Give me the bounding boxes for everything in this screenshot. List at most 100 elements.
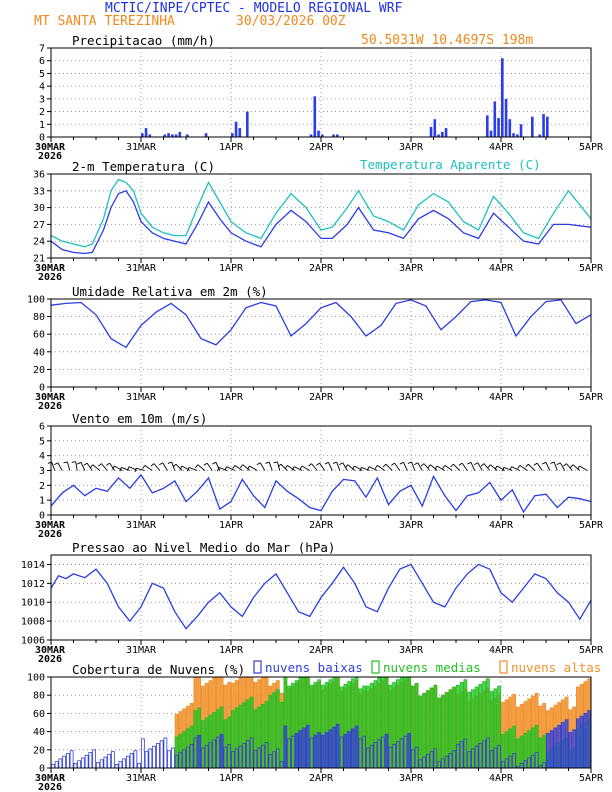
wind-barb xyxy=(423,463,431,471)
cloud-bar-low xyxy=(69,750,74,769)
cloud-bar-mid xyxy=(395,679,400,769)
wind-barb xyxy=(181,465,190,471)
x-tick-label: 2APR xyxy=(309,520,334,531)
wind-barb-flag xyxy=(502,467,505,472)
wind-barb xyxy=(259,462,266,471)
cloud-bar-mid xyxy=(516,738,520,769)
wind-barb-flag xyxy=(308,463,312,467)
cloud-bar-mid xyxy=(365,685,370,769)
x-tick-label: 4APR xyxy=(489,520,514,531)
wind-barb-flag xyxy=(265,461,270,464)
x-tick-label: 3APR xyxy=(399,773,424,784)
cloud-bar-low xyxy=(564,719,569,769)
wind-barb-flag xyxy=(256,462,261,466)
cloud-bar-mid xyxy=(482,681,486,769)
precip-bar xyxy=(542,114,545,137)
wind-barb-flag xyxy=(232,465,236,469)
y-tick-label: 1006 xyxy=(21,636,45,647)
wind-barb xyxy=(342,462,348,471)
wind-barb xyxy=(559,462,566,471)
cloud-bar-low xyxy=(317,732,321,769)
x-tick-label: 3APR xyxy=(399,392,424,403)
x-tick-label: 2APR xyxy=(309,392,334,403)
cloud-bar-mid xyxy=(512,725,517,769)
wind-barb xyxy=(287,464,296,471)
cloud-bar-mid xyxy=(489,691,494,769)
cloud-bar-low xyxy=(126,755,130,769)
y-tick-label: 1 xyxy=(39,120,45,131)
wind-barb-flag xyxy=(366,466,370,471)
cloud-bar-mid xyxy=(410,685,415,769)
x-tick-label: 30MAR xyxy=(35,263,66,274)
precip-bar xyxy=(486,115,489,137)
y-tick-label: 60 xyxy=(33,330,45,341)
cloud-bar-mid xyxy=(455,684,460,769)
cloud-bar-mid xyxy=(493,688,498,769)
y-tick-label: 40 xyxy=(33,727,45,738)
panel-title-clouds: Cobertura de Nuvens (%) xyxy=(72,662,245,677)
precip-bar xyxy=(519,124,523,137)
cloud-bar-mid xyxy=(440,694,445,769)
wind-barb-flag xyxy=(89,464,94,469)
cloud-bar-mid xyxy=(392,682,396,769)
cloud-bar-mid xyxy=(215,709,220,769)
precip-bar xyxy=(321,134,324,137)
series-line-humidity-0 xyxy=(50,299,592,349)
cloud-bar-low xyxy=(66,753,70,769)
precip-bar xyxy=(141,133,144,137)
cloud-bar-low xyxy=(294,733,299,769)
cloud-bar-mid xyxy=(467,692,471,769)
cloud-bar-low xyxy=(572,729,577,769)
y-tick-label: 80 xyxy=(33,691,45,702)
x-tick-label: 1APR xyxy=(219,520,244,531)
cloud-bar-low xyxy=(54,761,59,769)
cloud-bar-low xyxy=(568,732,573,769)
wind-barb-flag xyxy=(299,465,303,470)
precip-bar xyxy=(144,128,148,137)
cloud-bar-mid xyxy=(474,686,479,769)
wind-barb-flag xyxy=(533,462,538,466)
wind-barb-flag xyxy=(467,461,472,465)
wind-barb xyxy=(153,463,161,471)
precip-bar xyxy=(501,58,504,137)
cloud-bar-mid xyxy=(268,694,273,769)
wind-barb xyxy=(293,466,303,471)
cloud-bar-mid xyxy=(362,685,366,769)
legend-label-0: nuvens baixas xyxy=(265,660,363,675)
wind-barb-flag xyxy=(563,463,567,467)
cloud-bar-mid xyxy=(485,678,490,769)
legend-swatch xyxy=(253,660,262,674)
y-tick-label: 21 xyxy=(33,254,45,265)
series-line-temp-0 xyxy=(50,190,592,255)
cloud-bar-mid xyxy=(542,734,547,769)
cloud-bar-mid xyxy=(223,719,228,769)
wind-barb xyxy=(206,462,213,471)
y-tick-label: 0 xyxy=(39,764,45,775)
cloud-bar-mid xyxy=(272,692,276,769)
x-tick-label: 4APR xyxy=(489,142,514,153)
wind-barb xyxy=(336,461,341,471)
cloud-bar-mid xyxy=(403,676,408,769)
precip-bar xyxy=(174,134,178,137)
y-tick-label: 0 xyxy=(39,133,45,144)
y-tick-label: 0 xyxy=(39,511,45,522)
wind-barb-flag xyxy=(525,463,529,468)
wind-barb xyxy=(215,462,221,471)
wind-barb xyxy=(483,463,491,471)
x-tick-year: 2026 xyxy=(38,272,62,283)
x-tick-label: 31MAR xyxy=(126,392,157,403)
panel-title-wind: Vento em 10m (m/s) xyxy=(72,411,207,426)
wind-barb-flag xyxy=(339,462,343,466)
wind-barb-flag xyxy=(247,465,250,470)
y-tick-label: 1012 xyxy=(21,579,45,590)
wind-barb-flag xyxy=(458,462,463,466)
wind-barb xyxy=(92,464,101,471)
y-tick-label: 6 xyxy=(39,56,45,67)
cloud-bar-low xyxy=(197,734,201,769)
wind-barb-flag xyxy=(203,462,208,466)
x-tick-label: 31MAR xyxy=(126,520,157,531)
